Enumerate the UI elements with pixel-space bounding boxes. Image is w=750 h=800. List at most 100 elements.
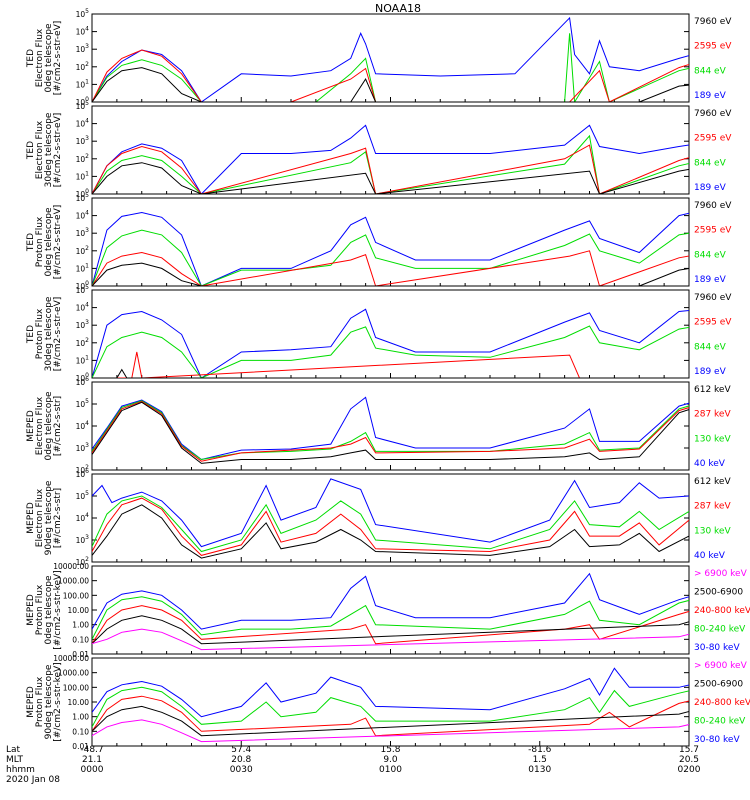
legend-entry: 844 eV (694, 250, 727, 260)
legend-entry: 40 keV (694, 459, 726, 469)
y-tick-label: 103 (76, 442, 90, 453)
series-line (92, 49, 689, 102)
y-tick-label: 1.00 (72, 621, 89, 630)
footer-label-date: 2020 Jan 08 (6, 775, 60, 785)
y-tick-label: 106 (76, 468, 90, 479)
y-tick-label: 103 (76, 534, 90, 545)
legend-entry: 189 eV (694, 183, 727, 193)
footer-time: 0100 (379, 765, 402, 775)
y-tick-label: 1.00 (72, 713, 89, 722)
footer-time: 0000 (81, 765, 104, 775)
y-tick-label: 0.10 (72, 727, 89, 736)
panel-6: 102 103 104 105 106 MEPEDElectron Flux90deg t… (26, 468, 731, 567)
y-tick-label: 100 (76, 96, 90, 107)
series-group (92, 478, 689, 559)
y-tick-label: 105 (76, 8, 90, 19)
y-tick-label: 103 (76, 319, 90, 330)
series-group (92, 308, 689, 378)
series-line (92, 250, 689, 286)
footer-lat: 15.8 (380, 745, 400, 755)
y-tick-label: 104 (76, 210, 90, 221)
legend-entry: > 6900 keV (694, 661, 748, 671)
series-line (92, 67, 689, 102)
y-axis-label: MEPEDProton Flux90deg telescope[#/cm2-s-… (26, 662, 63, 741)
series-line (92, 229, 689, 286)
footer-time: 0030 (230, 765, 253, 775)
y-axis-label: TEDElectron Flux0deg telescope[#/cm2-s-s… (26, 21, 63, 96)
y-tick-label: 1000.00 (58, 577, 89, 586)
panel-frame (91, 13, 690, 103)
y-tick-label: 10.00 (68, 698, 90, 707)
y-tick-label: 0.01 (72, 650, 89, 659)
footer-mlt: 21.1 (82, 755, 102, 765)
footer-mlt: 1.5 (533, 755, 547, 765)
series-line (92, 596, 689, 640)
panel-7: 0.01 0.10 1.00 10.00 100.00 1000.00 10000.00ME… (26, 562, 750, 659)
y-tick-label: 104 (76, 420, 90, 431)
legend-entry: 240-800 keV (694, 606, 750, 616)
series-group (92, 16, 689, 102)
series-line (92, 605, 689, 645)
y-tick-label: 0.01 (72, 742, 89, 751)
y-axis-label: TEDElectron Flux30deg telescope[#/cm2-s-… (26, 112, 63, 187)
legend-entry: 130 keV (694, 526, 731, 536)
legend-entry: 612 keV (694, 477, 731, 487)
series-line (92, 695, 689, 737)
y-axis-label: MEPEDProton Flux0deg telescope[#/cm2-s-s… (26, 570, 63, 649)
series-line (92, 719, 689, 743)
legend-entry: 2595 eV (694, 134, 732, 144)
legend-entry: 80-240 keV (694, 717, 746, 727)
legend-entry: 287 keV (694, 502, 731, 512)
series-line (92, 396, 689, 461)
y-tick-label: 101 (76, 262, 90, 273)
y-tick-label: 105 (76, 192, 90, 203)
y-tick-label: 104 (76, 118, 90, 129)
legend-entry: > 6900 keV (694, 569, 748, 579)
y-tick-label: 102 (76, 245, 90, 256)
y-tick-label: 1000.00 (58, 669, 89, 678)
y-tick-label: 100.00 (63, 683, 89, 692)
series-line (92, 400, 689, 461)
legend-entry: 844 eV (694, 342, 727, 352)
y-tick-label: 102 (76, 153, 90, 164)
panel-3: 100 101 102 103 104 105 TEDProton Flux0deg tel… (26, 192, 732, 291)
y-tick-label: 105 (76, 490, 90, 501)
legend-entry: 7960 eV (694, 17, 732, 27)
footer-lat: -81.6 (528, 745, 552, 755)
legend-entry: 2595 eV (694, 318, 732, 328)
y-tick-label: 105 (76, 398, 90, 409)
series-line (92, 495, 689, 553)
y-tick-label: 101 (76, 170, 90, 181)
legend-entry: 7960 eV (694, 109, 732, 119)
legend-entry: 844 eV (694, 158, 727, 168)
legend-entry: 80-240 keV (694, 625, 746, 635)
legend-entry: 240-800 keV (694, 698, 750, 708)
series-line (92, 497, 689, 556)
y-tick-label: 0.10 (72, 635, 89, 644)
footer-lat: -48.7 (80, 745, 103, 755)
y-axis-label: MEPEDElectron Flux90deg telescope[#/cm2-… (26, 480, 63, 555)
y-tick-label: 102 (76, 337, 90, 348)
y-tick-label: 105 (76, 284, 90, 295)
page-title: NOAA18 (375, 2, 421, 15)
y-tick-label: 103 (76, 135, 90, 146)
legend-entry: 189 eV (694, 367, 727, 377)
series-line (92, 615, 689, 645)
series-line (92, 144, 689, 194)
y-tick-label: 104 (76, 302, 90, 313)
y-tick-label: 10.00 (68, 606, 90, 615)
series-line (92, 686, 689, 728)
series-line (92, 572, 689, 630)
y-tick-label: 102 (76, 556, 90, 567)
y-tick-label: 102 (76, 61, 90, 72)
y-tick-label: 100 (76, 372, 90, 383)
series-group (92, 396, 689, 464)
series-line (92, 667, 689, 718)
footer-axis: Lat MLT hhmm 2020 Jan 08 -48.721.10000 57… (6, 745, 701, 785)
panel-2: 100 101 102 103 104 105 TEDElectron Flux30deg … (26, 100, 732, 199)
legend-entry: 130 keV (694, 434, 731, 444)
legend-entry: 2595 eV (694, 226, 732, 236)
legend-entry: 30-80 keV (694, 643, 740, 653)
series-line (92, 478, 689, 548)
